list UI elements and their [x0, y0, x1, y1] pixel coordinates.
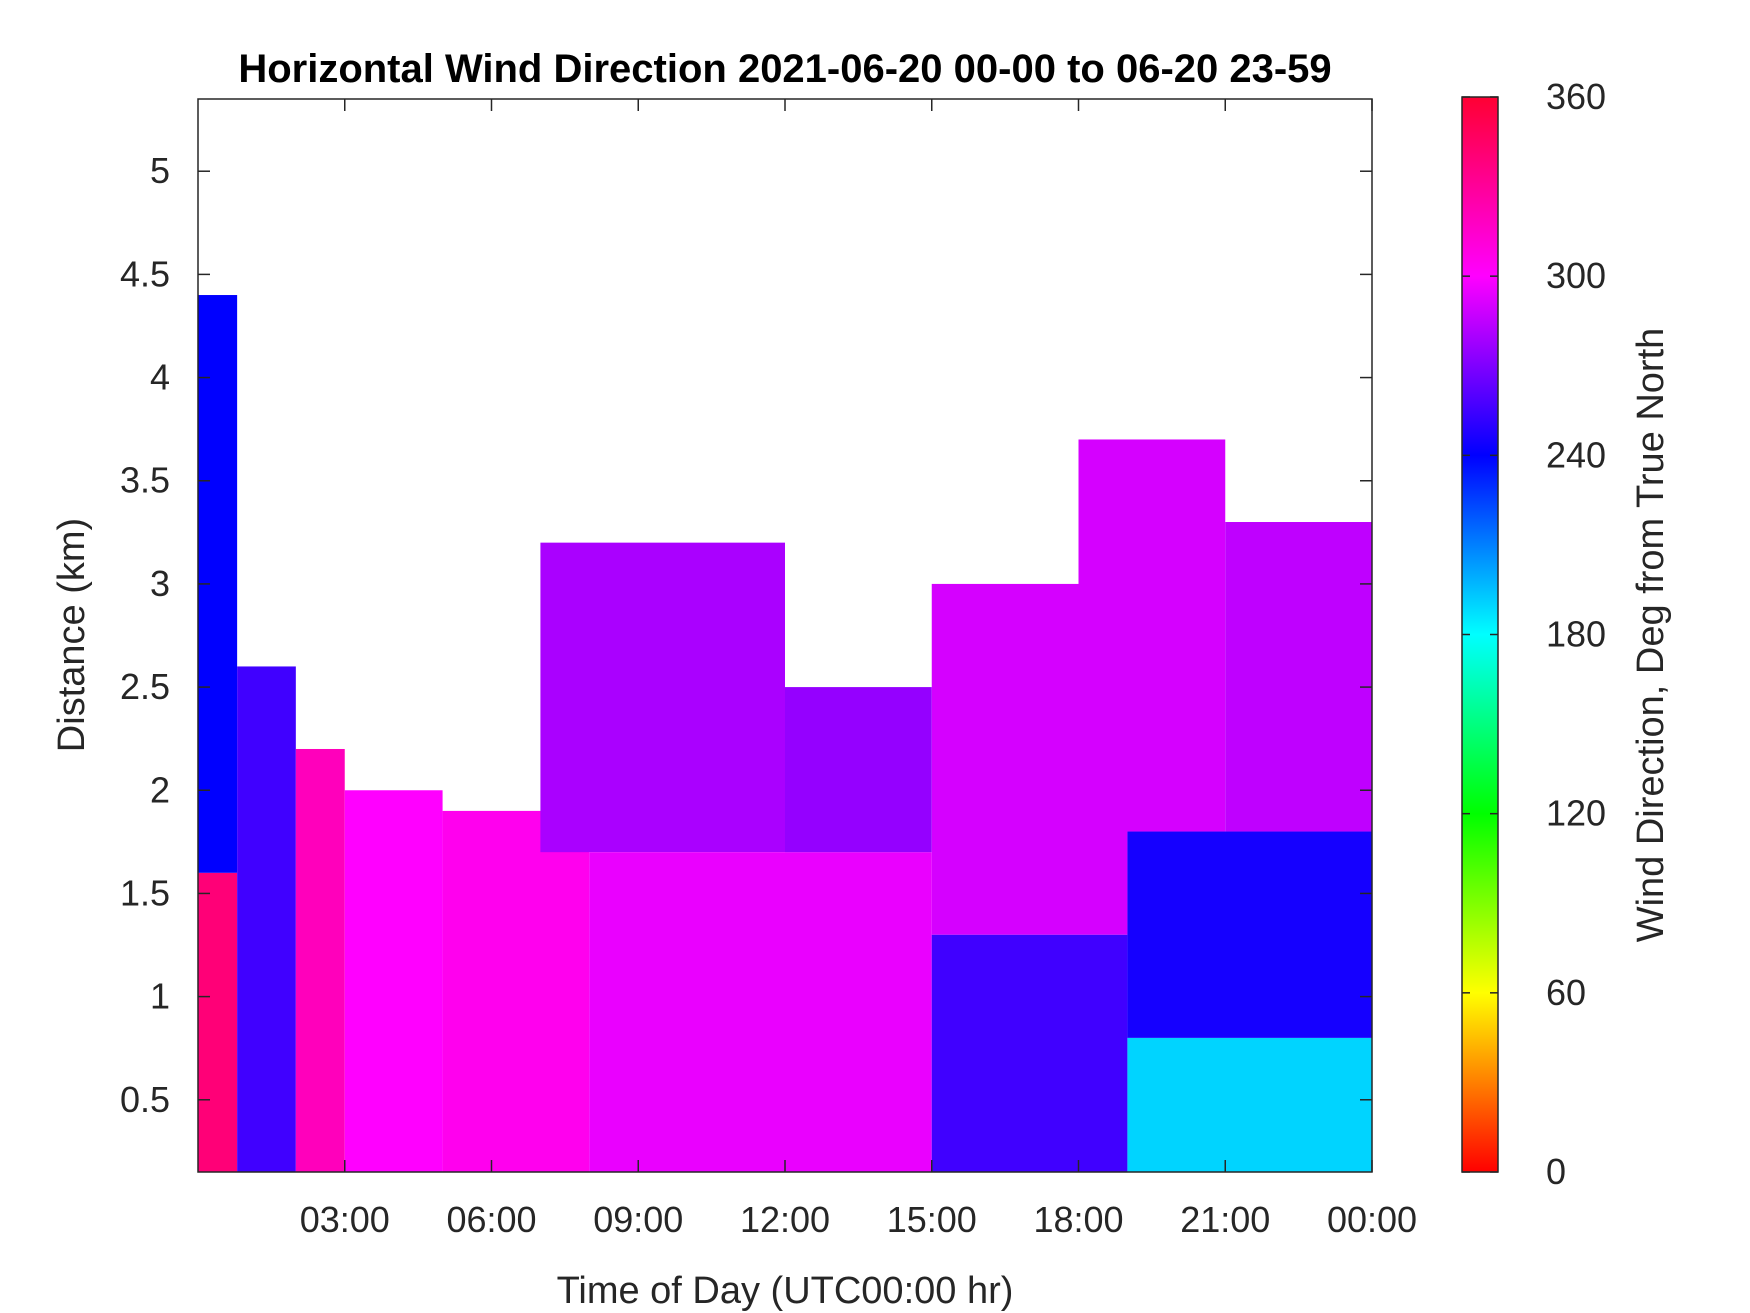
heatmap-cell: [295, 748, 345, 1172]
y-tick-label: 0.5: [120, 1079, 170, 1120]
y-axis: 0.5 1 1.5 2 2.5 3 3.5 4 4.5 5: [120, 150, 1372, 1120]
heatmap-cell: [1225, 522, 1372, 832]
y-tick-label: 3: [150, 563, 170, 604]
heatmap-cell: [589, 852, 932, 1172]
chart-title: Horizontal Wind Direction 2021-06-20 00-…: [238, 47, 1331, 91]
colorbar-tick-label: 180: [1546, 614, 1606, 655]
heatmap-cell: [237, 666, 296, 1172]
x-tick-label: 06:00: [446, 1199, 536, 1240]
y-tick-label: 1.5: [120, 872, 170, 913]
y-tick-label: 2: [150, 769, 170, 810]
y-tick-label: 1: [150, 976, 170, 1017]
heatmap-cell: [442, 810, 590, 1172]
y-tick-label: 5: [150, 150, 170, 191]
y-tick-label: 4.5: [120, 253, 170, 294]
heatmap-cell: [785, 687, 932, 853]
heatmap-cell: [198, 872, 238, 1172]
x-tick-label: 00:00: [1327, 1199, 1417, 1240]
colorbar-label: Wind Direction, Deg from True North: [1630, 328, 1672, 943]
x-tick-label: 21:00: [1180, 1199, 1270, 1240]
heatmap-cell: [344, 790, 443, 1172]
y-tick-label: 4: [150, 357, 170, 398]
heatmap-cell: [1078, 439, 1226, 832]
colorbar-tick-label: 240: [1546, 434, 1606, 475]
y-axis-label: Distance (km): [51, 518, 93, 752]
x-tick-label: 09:00: [593, 1199, 683, 1240]
x-tick-label: 03:00: [300, 1199, 390, 1240]
heatmap-cell: [1127, 1037, 1372, 1172]
colorbar-tick-label: 300: [1546, 255, 1606, 296]
heatmap-cell: [540, 542, 785, 853]
x-tick-label: 12:00: [740, 1199, 830, 1240]
x-axis-label: Time of Day (UTC00:00 hr): [557, 1270, 1014, 1312]
colorbar-ticks: 0 60 120 180 240 300 360: [1462, 76, 1606, 1192]
heatmap-cells: [198, 295, 1372, 1172]
y-tick-label: 3.5: [120, 460, 170, 501]
colorbar-tick-label: 60: [1546, 972, 1586, 1013]
y-tick-label: 2.5: [120, 666, 170, 707]
heatmap-cell: [931, 934, 1128, 1172]
heatmap-cell: [1127, 831, 1372, 1038]
colorbar-tick-label: 120: [1546, 793, 1606, 834]
x-tick-label: 18:00: [1033, 1199, 1123, 1240]
x-axis: 03:00 06:00 09:00 12:00 15:00 18:00 21:00 00:00: [300, 99, 1417, 1240]
colorbar-tick-label: 360: [1546, 76, 1606, 117]
colorbar-tick-label: 0: [1546, 1151, 1566, 1192]
x-tick-label: 15:00: [887, 1199, 977, 1240]
